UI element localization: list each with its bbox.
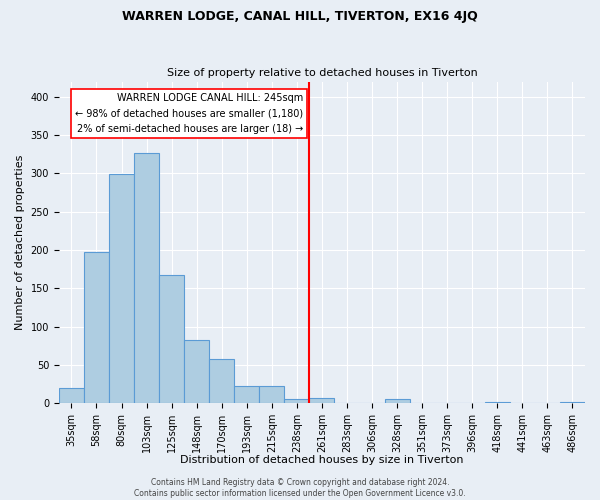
Bar [485,402,510,403]
Bar [209,360,234,403]
Bar [184,340,209,403]
Bar [109,174,134,403]
Bar [385,400,410,403]
Bar [284,400,310,403]
Text: WARREN LODGE, CANAL HILL, TIVERTON, EX16 4JQ: WARREN LODGE, CANAL HILL, TIVERTON, EX16… [122,10,478,23]
Bar [234,386,259,403]
Bar [159,276,184,403]
Bar [560,402,585,403]
Bar [84,252,109,403]
Text: WARREN LODGE CANAL HILL: 245sqm
← 98% of detached houses are smaller (1,180)
2% : WARREN LODGE CANAL HILL: 245sqm ← 98% of… [75,93,303,134]
Text: Contains HM Land Registry data © Crown copyright and database right 2024.
Contai: Contains HM Land Registry data © Crown c… [134,478,466,498]
X-axis label: Distribution of detached houses by size in Tiverton: Distribution of detached houses by size … [180,455,464,465]
Y-axis label: Number of detached properties: Number of detached properties [15,154,25,330]
Bar [259,386,284,403]
Bar [134,153,159,403]
Bar [59,388,84,403]
Title: Size of property relative to detached houses in Tiverton: Size of property relative to detached ho… [167,68,478,78]
Bar [310,398,334,403]
